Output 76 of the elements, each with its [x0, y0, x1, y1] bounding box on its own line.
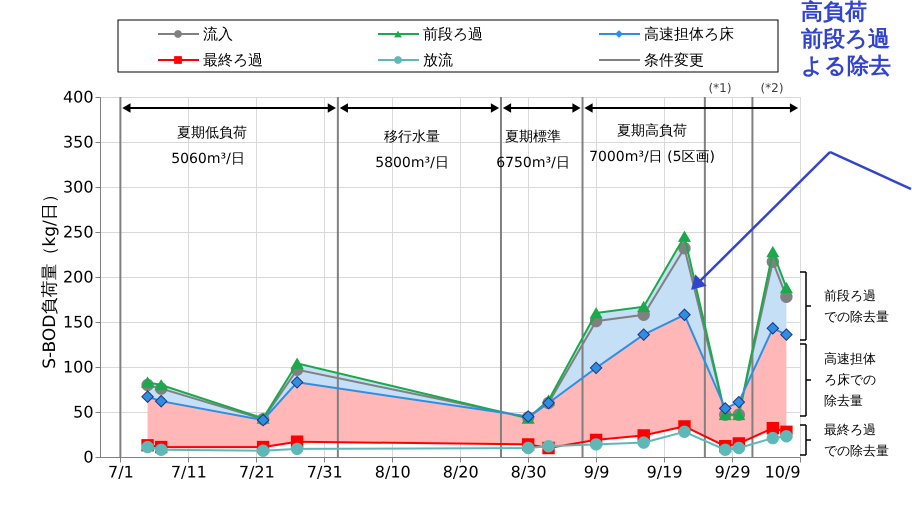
point	[678, 308, 691, 321]
point	[290, 442, 304, 456]
point	[732, 442, 746, 454]
point	[637, 301, 650, 312]
text: (*1)	[708, 81, 732, 95]
point	[780, 328, 793, 341]
text: (*2)	[760, 81, 784, 95]
annotation: 5060m³/日	[171, 151, 245, 167]
y-tick-label: 300	[62, 178, 94, 196]
y-tick-label: 200	[62, 268, 94, 286]
point	[154, 444, 168, 456]
point	[719, 444, 732, 456]
text: 高速担体	[824, 351, 876, 367]
legend-label: 放流	[423, 51, 453, 69]
annotation: 6750m³/日	[496, 155, 570, 171]
point	[290, 376, 304, 388]
point	[678, 426, 691, 438]
text: ろ床での	[824, 373, 876, 388]
y-tick-label: 150	[62, 312, 94, 332]
x-tick-label: 9/9	[584, 462, 610, 482]
point	[590, 308, 602, 318]
point	[141, 390, 154, 403]
point	[766, 246, 780, 258]
annotation: 7000m³/日 (5区画)	[589, 149, 715, 165]
y-tick-label: 50	[73, 402, 94, 422]
text: よる除去	[801, 54, 891, 79]
annotation: 夏期低負荷	[177, 125, 247, 141]
y-tick-label: 400	[62, 88, 94, 106]
x-tick-label: 9/29	[714, 462, 751, 482]
x-tick-label: 7/31	[306, 462, 343, 482]
x-tick-label: 8/30	[510, 462, 547, 482]
point	[678, 231, 691, 242]
point	[637, 436, 650, 449]
x-tick-label: 8/10	[374, 462, 411, 482]
legend-label: 前段ろ過	[423, 25, 483, 43]
point	[154, 395, 168, 408]
point	[590, 362, 602, 374]
point	[154, 380, 168, 390]
y-tick-label: 250	[62, 222, 94, 242]
annotation: 夏期標準	[505, 129, 561, 145]
y-tick-label: 0	[83, 448, 94, 466]
text: 高負荷	[801, 0, 867, 25]
point	[141, 376, 154, 388]
point	[637, 328, 650, 341]
x-tick-label: 8/20	[442, 462, 479, 482]
text: 前段ろ過	[800, 27, 890, 52]
text: 除去量	[824, 394, 863, 409]
text: 前段ろ過	[824, 289, 876, 304]
point	[766, 432, 780, 444]
x-tick-label: 7/11	[170, 462, 207, 482]
point	[780, 282, 793, 294]
legend-label: 流入	[203, 25, 233, 43]
y-tick-label: 100	[62, 358, 94, 376]
x-tick-label: 7/21	[238, 462, 275, 482]
point	[732, 396, 746, 408]
annotation: 5800m³/日	[375, 155, 449, 171]
text: での除去量	[824, 310, 889, 325]
point	[719, 402, 732, 415]
text: 最終ろ過	[824, 423, 876, 438]
annotation: 移行水量	[384, 129, 440, 145]
y-axis-title: S-BOD負荷量（kg/日）	[40, 186, 60, 369]
annotation: 夏期高負荷	[617, 123, 687, 139]
legend-label: 高速担体ろ床	[644, 25, 734, 43]
y-tick-label: 350	[62, 132, 94, 152]
x-tick-label: 10/9	[764, 462, 800, 482]
x-tick-label: 7/1	[108, 462, 134, 482]
point	[766, 322, 780, 334]
legend-label: 最終ろ過	[203, 51, 263, 69]
legend-label: 条件変更	[644, 51, 704, 69]
text: での除去量	[824, 444, 889, 459]
point	[780, 430, 793, 442]
point	[590, 438, 602, 451]
point	[256, 444, 270, 457]
point	[290, 358, 304, 369]
x-tick-label: 9/19	[646, 462, 683, 482]
point	[522, 442, 534, 454]
